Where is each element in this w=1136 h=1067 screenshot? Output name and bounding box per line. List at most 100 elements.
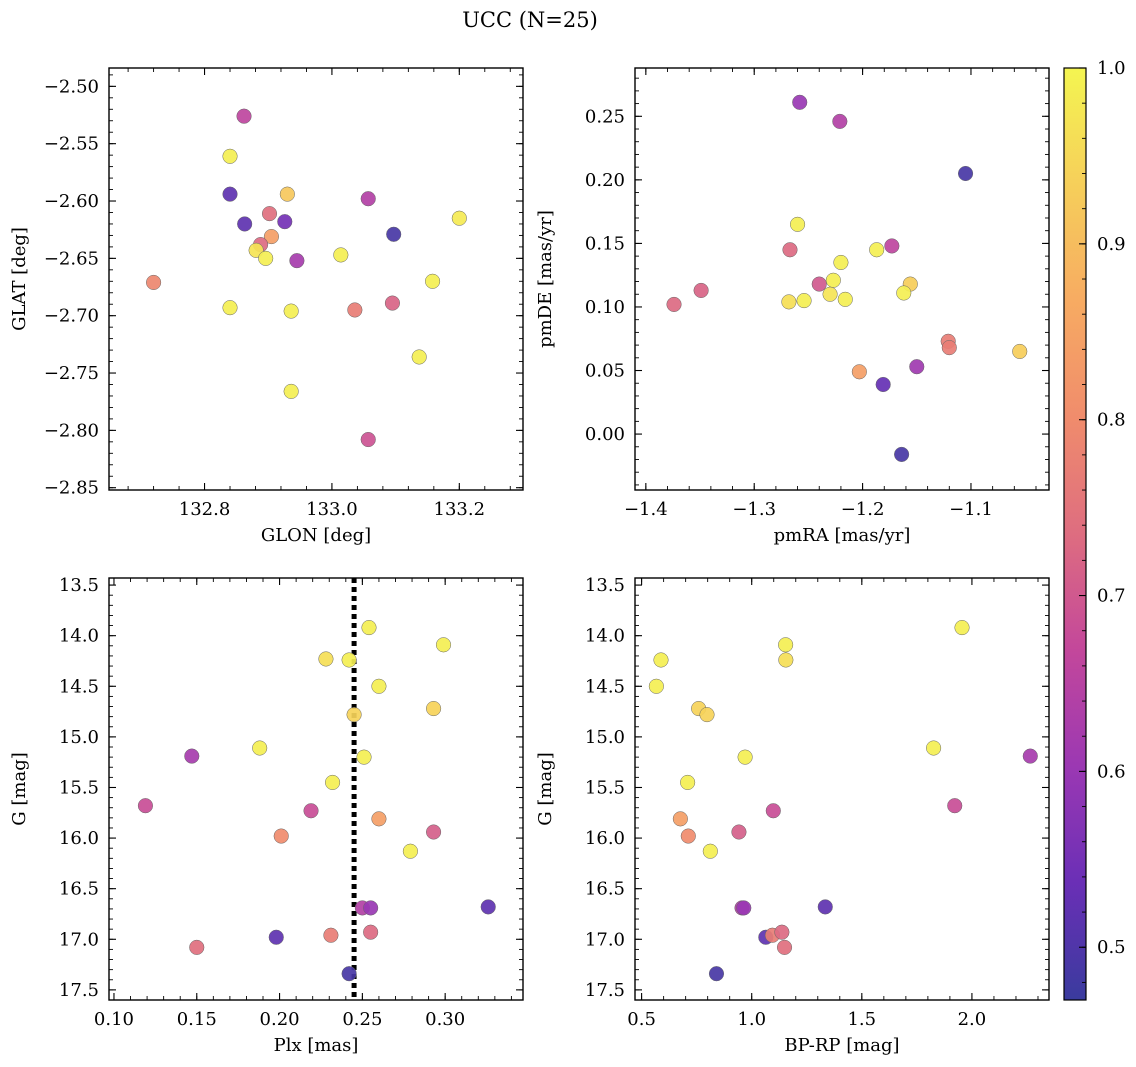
scatter-point [884,238,900,254]
scatter-point [941,340,957,356]
x-axis-label: GLON [deg] [261,525,371,546]
scatter-point [792,94,808,110]
scatter-point [894,446,910,462]
x-tick-label: 133.2 [434,499,486,520]
colorbar-tick-label: 1.0 [1097,58,1126,79]
panel-glon-glat: 132.8 133.0 133.2 −2.50 −2.55 −2.60 −2.65 −2.70… [9,67,524,546]
y-tick-label: −2.80 [44,420,99,441]
y-tick-label: 14.0 [585,626,625,647]
scatter-point [263,229,279,245]
colorbar-bar [1063,67,1087,1001]
scatter-point [333,247,349,263]
x-tick-label: 0.10 [94,1009,134,1030]
scatter-point [189,939,205,955]
x-tick-label: 2.0 [958,1009,987,1030]
x-axis-label: Plx [mas] [274,1035,359,1056]
scatter-point [363,924,379,940]
y-tick-label: 0.25 [585,106,625,127]
x-tick-label: −1.1 [949,499,993,520]
scatter-point [708,966,725,982]
scatter-point [237,216,253,232]
scatter-point [261,206,278,222]
y-tick-label: −2.85 [44,478,99,499]
scatter-point [947,798,963,814]
scatter-point [222,148,238,164]
scatter-point [851,364,867,380]
scatter-point [360,431,376,448]
scatter-point [648,678,664,694]
axes-frame [108,577,524,1001]
scatter-point [817,899,833,915]
scatter-point [666,296,682,312]
scatter-point [363,900,379,916]
scatter-point [869,242,885,258]
scatter-point [356,749,372,765]
x-tick-label: −1.2 [841,499,885,520]
axes-frame [634,577,1050,1001]
y-tick-label: 15.0 [59,727,99,748]
scatter-point [781,294,797,310]
colorbar: 0.5 0.6 0.7 0.8 0.9 1.0 [1063,58,1126,1001]
scatter-point [702,843,718,859]
scatter-point [347,302,363,318]
y-axis-label: G [mag] [9,752,30,825]
scatter-point [402,843,418,859]
y-tick-label: −2.70 [44,306,99,327]
scatter-point [289,253,305,269]
scatter-point [451,210,467,226]
y-tick-label: −2.60 [44,191,99,212]
scatter-point [833,254,849,271]
y-tick-label: 13.5 [59,575,99,596]
scatter-point [796,293,812,309]
colorbar-tick-label: 0.5 [1097,937,1126,958]
colorbar-tick-label: 0.6 [1097,761,1126,782]
x-tick-label: 133.0 [306,499,358,520]
scatter-point [184,748,200,764]
scatter-point [776,939,793,955]
x-axis-label: BP-RP [mag] [784,1035,899,1056]
x-tick-label: 1.0 [737,1009,766,1030]
scatter-point [774,924,790,940]
scatter-point [680,828,696,844]
x-tick-label: 132.8 [179,499,231,520]
colorbar-tick-label: 0.7 [1097,586,1126,607]
x-tick-label: 0.25 [342,1009,382,1030]
y-tick-label: 16.5 [59,879,99,900]
scatter-point [303,803,319,819]
x-axis-label: pmRA [mas/yr] [774,525,911,546]
scatter-point [765,803,781,819]
scatter-point [258,250,274,266]
scatter-point [909,359,925,375]
y-tick-label: 0.10 [585,297,625,318]
scatter-point [825,272,841,288]
y-tick-label: 17.5 [585,980,625,1001]
y-axis-label: G [mag] [535,752,556,825]
x-tick-label: 0.5 [627,1009,656,1030]
scatter-point [323,927,339,943]
scatter-point [426,824,442,840]
scatter-point [236,108,252,124]
scatter-point [1022,748,1038,764]
scatter-point [736,900,752,916]
y-tick-label: 0.00 [585,424,625,445]
scatter-point [1012,343,1028,360]
y-tick-label: 0.15 [585,233,625,254]
y-tick-label: 17.0 [59,929,99,950]
scatter-point [318,651,334,667]
y-tick-label: 17.0 [585,929,625,950]
scatter-point [222,300,238,316]
x-tick-label: −1.3 [732,499,776,520]
x-tick-label: 0.20 [260,1009,300,1030]
scatter-point [837,291,853,307]
scatter-point [954,620,970,636]
scatter-point [341,966,357,982]
scatter-point [361,620,377,636]
scatter-point [386,226,402,242]
y-tick-label: 15.5 [59,777,99,798]
y-tick-label: 17.5 [59,980,99,1001]
scatter-point [325,774,341,790]
y-tick-label: −2.55 [44,134,99,155]
scatter-point [653,652,669,668]
panel-pmra-pmde: −1.4 −1.3 −1.2 −1.1 0.00 0.05 0.10 0.15 0.20 0.25… [535,67,1050,546]
scatter-point [283,383,299,399]
